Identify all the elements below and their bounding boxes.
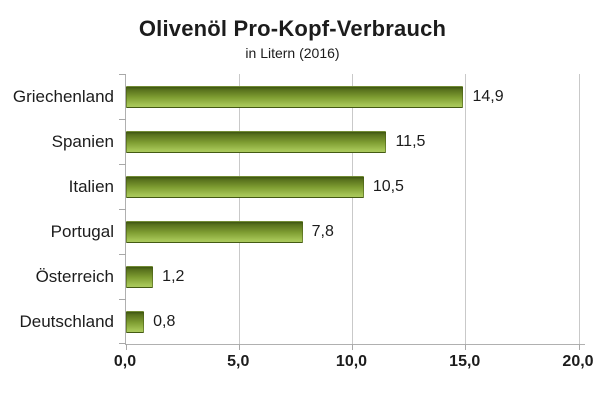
gridline-15: [465, 74, 467, 344]
value-label-portugal: 7,8: [311, 223, 334, 240]
category-label-portugal: Portugal: [50, 222, 114, 241]
x-axis-label-20: 20,0: [562, 353, 594, 370]
x-axis-tick-10: [352, 344, 353, 350]
y-axis-tick-5: [119, 299, 126, 300]
bar-portugal: [126, 220, 303, 243]
x-axis-label-0: 0,0: [113, 353, 137, 370]
value-label-spanien: 11,5: [395, 133, 426, 150]
chart-title: Olivenöl Pro-Kopf-Verbrauch: [138, 16, 447, 41]
plot-area: 14,9 11,5 10,5 7,8 1,2 0,8: [119, 74, 585, 350]
bar-deutschland: [126, 310, 145, 333]
bar-sterreich: [126, 265, 154, 288]
value-label-italien: 10,5: [372, 178, 404, 195]
gridline-5: [238, 74, 240, 344]
category-label-griechenland: Griechenland: [12, 87, 114, 106]
y-axis-tick-4: [119, 254, 126, 255]
value-label-griechenland: 14,9: [472, 88, 504, 105]
y-axis-tick-3: [119, 209, 126, 210]
x-axis-label-10: 10,0: [335, 353, 368, 370]
category-label-spanien: Spanien: [51, 132, 114, 151]
category-label-sterreich: Österreich: [35, 267, 114, 286]
value-label-deutschland: 0,8: [153, 313, 176, 330]
x-axis-label-5: 5,0: [227, 353, 250, 370]
x-axis-label-15: 15,0: [449, 353, 481, 370]
bar-griechenland: [126, 85, 464, 108]
x-axis-tick-20: [578, 344, 580, 350]
value-label-sterreich: 1,2: [162, 268, 185, 285]
bar-spanien: [126, 130, 387, 153]
bar-italien: [126, 175, 364, 198]
category-axis-labels: Griechenland Spanien Italien Portugal Österr…: [0, 74, 114, 344]
chart-subtitle: in Litern (2016): [245, 45, 340, 61]
category-label-deutschland: Deutschland: [19, 312, 114, 331]
category-label-italien: Italien: [68, 177, 114, 196]
y-axis-tick-0: [119, 74, 126, 75]
gridline-10: [352, 74, 353, 344]
y-axis-tick-2: [119, 164, 126, 165]
y-axis-tick-6: [119, 343, 126, 344]
x-axis-tick-5: [238, 344, 240, 350]
x-axis-tick-15: [465, 344, 467, 350]
y-axis-tick-1: [119, 119, 126, 120]
gridline-20: [578, 74, 580, 344]
x-axis-tick-0: [125, 344, 127, 350]
